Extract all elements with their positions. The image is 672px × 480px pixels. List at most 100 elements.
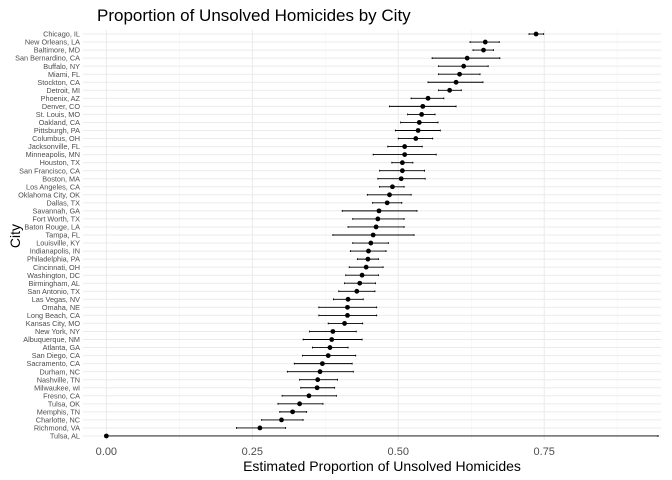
estimate-point [279,417,284,423]
y-tick-label: Chicago, IL [43,30,80,39]
y-tick-label: San Antonio, TX [27,287,80,296]
estimate-point [399,168,405,174]
estimate-point [103,433,109,439]
estimate-point [314,385,320,391]
y-tick-label: Denver, CO [42,102,80,111]
y-tick-label: Louisville, KY [36,239,80,248]
estimate-point [384,200,390,206]
estimate-point [290,409,295,415]
y-tick-label: Philadelphia, PA [27,255,80,264]
estimate-point [373,224,379,230]
y-axis-title: City [7,224,23,248]
estimate-point [317,369,323,375]
y-tick-label: Baltimore, MD [34,46,80,55]
estimate-point [370,232,376,238]
estimate-point [330,329,336,334]
estimate-point [329,337,335,342]
estimate-point [306,393,312,399]
y-tick-label: Birmingham, AL [28,279,80,288]
x-tick-label: 0.75 [534,446,555,458]
estimate-point [416,120,422,125]
y-tick-label: Columbus, OH [32,134,80,143]
y-tick-label: Pittsburgh, PA [34,126,80,135]
y-tick-label: Fort Worth, TX [32,215,80,224]
estimate-point [415,128,421,133]
y-tick-label: Tulsa, OK [48,399,80,408]
y-tick-label: Los Angeles, CA [26,182,80,191]
estimate-point [481,47,486,53]
y-tick-label: New York, NY [35,327,80,336]
estimate-point [453,79,459,85]
estimate-point [425,95,431,101]
y-tick-label: Baton Rouge, LA [24,223,80,232]
y-tick-label: Oakland, CA [39,118,81,127]
y-tick-label: Sacramento, CA [26,359,80,368]
y-tick-label: San Francisco, CA [19,166,80,175]
estimate-point [354,288,360,294]
estimate-point [297,401,303,407]
estimate-point [482,39,488,45]
y-tick-label: Miami, FL [48,70,80,79]
y-tick-label: Tampa, FL [46,231,80,240]
x-tick-label: 0.00 [96,446,117,458]
estimate-point [257,425,263,431]
x-tick-labels: 0.00 0.25 0.50 0.75 [96,446,555,458]
estimate-point [327,345,333,350]
estimate-point [366,248,371,254]
estimate-point [319,361,325,367]
estimate-point [461,63,467,69]
estimate-point [390,184,395,190]
estimate-point [413,136,419,141]
estimate-point [375,216,381,222]
chart-title: Proportion of Unsolved Homicides by City [97,6,411,25]
estimate-point [342,321,347,326]
y-tick-label: Cincinnati, OH [33,263,80,272]
y-tick-label: San Diego, CA [32,351,80,360]
y-tick-label: Dallas, TX [46,198,80,207]
gridlines [83,30,661,440]
estimate-point [357,280,363,286]
estimate-point [398,176,404,182]
estimate-point [345,304,350,310]
y-tick-label: Albuquerque, NM [23,335,80,344]
y-tick-label: Long Beach, CA [27,311,80,320]
y-tick-label: Washington, DC [27,271,80,280]
x-tick-label: 0.25 [242,446,263,458]
estimate-point [457,71,462,77]
estimate-point [359,272,365,278]
estimate-point [365,256,371,262]
estimate-point [402,152,408,158]
y-tick-label: Oklahoma City, OK [18,190,80,199]
estimate-point [447,87,453,93]
y-tick-label: Las Vegas, NV [32,295,80,304]
estimate-point [345,312,350,318]
y-tick-label: Stockton, CA [37,78,80,87]
y-tick-label: Fresno, CA [43,391,80,400]
y-tick-label: Omaha, NE [42,303,80,312]
estimate-point [315,377,321,383]
estimate-point [368,240,374,246]
estimate-point [420,103,426,109]
y-tick-label: Richmond, VA [34,424,80,433]
x-tick-label: 0.50 [388,446,409,458]
estimate-point [325,353,331,358]
estimate-points [103,31,539,439]
y-tick-label: Tulsa, AL [50,432,80,441]
y-tick-label: Houston, TX [40,158,81,167]
y-tick-label: Kansas City, MO [26,319,81,328]
estimate-point [363,264,369,270]
y-tick-label: Phoenix, AZ [41,94,81,103]
y-tick-label: Milwaukee, wI [34,383,80,392]
x-axis-title: Estimated Proportion of Unsolved Homicid… [243,458,521,474]
y-tick-label: Charlotte, NC [36,416,80,425]
estimate-point [387,192,392,198]
estimate-point [464,55,470,61]
y-tick-label: Indianapolis, IN [30,247,80,256]
estimate-point [399,160,405,166]
estimate-point [345,296,351,302]
estimate-point [533,31,539,37]
y-tick-label: San Bernardino, CA [15,54,80,63]
